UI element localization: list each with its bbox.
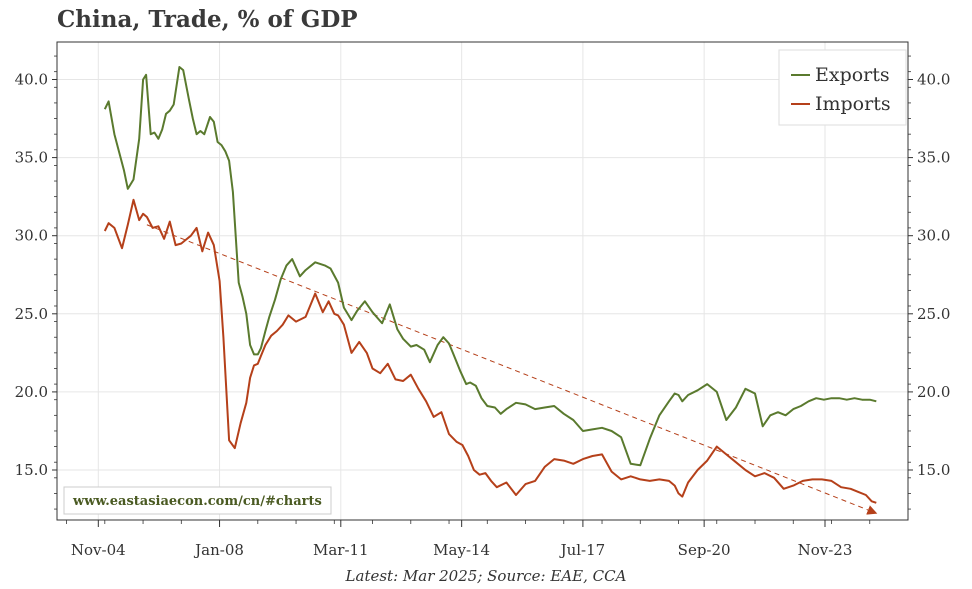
x-tick-label: May-14 [433, 541, 490, 559]
plot-frame [56, 41, 909, 521]
legend-label-imports: Imports [815, 93, 891, 115]
y-tick-label-right: 25.0 [917, 305, 950, 323]
y-tick-label-right: 35.0 [917, 149, 950, 167]
imports-line [103, 198, 877, 504]
y-tick-label-left: 20.0 [15, 383, 48, 401]
chart-grid [57, 42, 908, 520]
x-tick-label: Nov-23 [798, 541, 853, 559]
y-tick-label-left: 35.0 [15, 149, 48, 167]
watermark-text: www.eastasiaecon.com/cn/#charts [72, 494, 322, 509]
y-tick-label-right: 20.0 [917, 383, 950, 401]
y-tick-label-right: 30.0 [917, 227, 950, 245]
legend-label-exports: Exports [815, 64, 890, 86]
exports-line [103, 66, 877, 467]
y-tick-label-left: 25.0 [15, 305, 48, 323]
watermark-box [63, 486, 332, 515]
watermark: www.eastasiaecon.com/cn/#charts [63, 486, 332, 515]
y-tick-label-left: 15.0 [15, 461, 48, 479]
chart-caption: Latest: Mar 2025; Source: EAE, CCA [345, 567, 627, 585]
legend-box [778, 49, 907, 126]
x-tick-label: Mar-11 [313, 541, 369, 559]
y-tick-label-left: 30.0 [15, 227, 48, 245]
x-tick-label: Jul-17 [559, 541, 606, 559]
chart-series [103, 66, 878, 515]
x-tick-label: Nov-04 [71, 541, 126, 559]
chart-legend: Exports Imports [778, 49, 907, 126]
y-tick-label-right: 40.0 [917, 70, 950, 88]
chart-title: China, Trade, % of GDP [57, 6, 358, 33]
x-tick-label: Jan-08 [193, 541, 244, 559]
trendline [146, 224, 878, 515]
chart-axes: 15.0 15.0 20.0 20.0 25.0 25.0 30.0 30.0 35.0 35.0… [15, 41, 950, 559]
y-tick-label-left: 40.0 [15, 70, 48, 88]
y-tick-label-right: 15.0 [917, 461, 950, 479]
x-tick-label: Sep-20 [678, 541, 731, 559]
